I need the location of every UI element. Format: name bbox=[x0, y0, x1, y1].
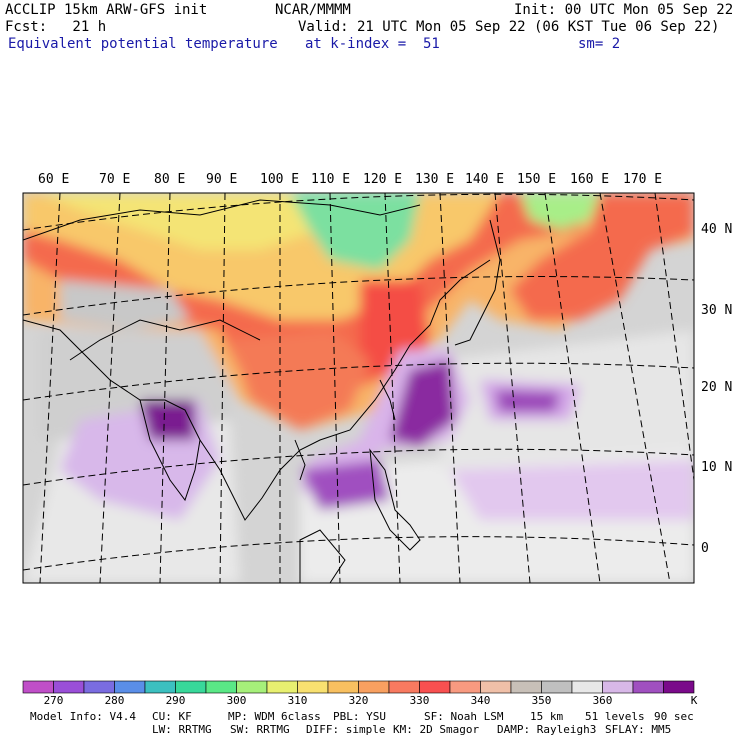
colorbar-label: 310 bbox=[287, 694, 308, 707]
coastlines bbox=[23, 199, 501, 583]
colorbar-swatch bbox=[53, 680, 85, 694]
footer-item: 51 levels bbox=[585, 710, 645, 723]
colorbar-swatch bbox=[388, 680, 420, 694]
theta-e-field bbox=[23, 193, 694, 583]
colorbar-swatch bbox=[480, 680, 512, 694]
lat-label: 0 bbox=[701, 541, 709, 556]
footer-item: LW: RRTMG bbox=[152, 723, 212, 736]
colorbar-swatch bbox=[236, 680, 268, 694]
footer-item: PBL: YSU bbox=[333, 710, 386, 723]
lon-label: 80 E bbox=[154, 172, 186, 187]
colorbar-swatch bbox=[358, 680, 390, 694]
colorbar-swatch bbox=[419, 680, 451, 694]
model-title: ACCLIP 15km ARW-GFS init bbox=[5, 2, 208, 18]
colorbar-swatch bbox=[175, 680, 207, 694]
footer-item: Model Info: V4.4 bbox=[30, 710, 136, 723]
colorbar-swatch bbox=[327, 680, 359, 694]
colorbar-label: 350 bbox=[531, 694, 552, 707]
lon-label: 140 E bbox=[465, 172, 505, 187]
lon-label: 160 E bbox=[570, 172, 610, 187]
smoothing-label: sm= 2 bbox=[578, 36, 621, 52]
footer-item: DIFF: simple bbox=[306, 723, 386, 736]
colorbar-swatch bbox=[266, 680, 298, 694]
lon-label: 110 E bbox=[311, 172, 351, 187]
map-frame bbox=[22, 192, 695, 584]
colorbar-label: 270 bbox=[43, 694, 64, 707]
lon-label: 90 E bbox=[206, 172, 238, 187]
footer-item: KM: 2D Smagor bbox=[393, 723, 480, 736]
field-name: Equivalent potential temperature bbox=[8, 36, 278, 52]
lon-label: 70 E bbox=[99, 172, 131, 187]
colorbar-swatch bbox=[449, 680, 481, 694]
lon-label: 60 E bbox=[38, 172, 70, 187]
footer-item: MP: WDM 6class bbox=[228, 710, 321, 723]
footer-item: SFLAY: MM5 bbox=[605, 723, 672, 736]
colorbar-swatch bbox=[297, 680, 329, 694]
lon-label: 100 E bbox=[260, 172, 300, 187]
colorbar-label: 320 bbox=[348, 694, 369, 707]
colorbar-swatch bbox=[663, 680, 695, 694]
colorbar-swatch bbox=[22, 680, 54, 694]
lon-label: 150 E bbox=[517, 172, 557, 187]
colorbar-label: 330 bbox=[409, 694, 430, 707]
colorbar-swatch bbox=[114, 680, 146, 694]
footer-item: SW: RRTMG bbox=[230, 723, 290, 736]
colorbar-label: 340 bbox=[470, 694, 491, 707]
colorbar-label: 360 bbox=[592, 694, 613, 707]
colorbar-swatch bbox=[83, 680, 115, 694]
graticule bbox=[23, 193, 694, 583]
forecast-hour: Fcst: 21 h bbox=[5, 19, 107, 35]
footer-item: 15 km bbox=[530, 710, 564, 723]
colorbar-swatch bbox=[602, 680, 634, 694]
init-time: Init: 00 UTC Mon 05 Sep 22 bbox=[514, 2, 734, 18]
lat-label: 40 N bbox=[701, 222, 733, 237]
footer-item: CU: KF bbox=[152, 710, 192, 723]
colorbar-swatch bbox=[632, 680, 664, 694]
colorbar-swatch bbox=[205, 680, 237, 694]
colorbar-label: 300 bbox=[226, 694, 247, 707]
footer-item: 90 sec bbox=[654, 710, 694, 723]
lat-label: 20 N bbox=[701, 380, 733, 395]
level-label: at k-index = 51 bbox=[305, 36, 440, 52]
colorbar-label: 290 bbox=[165, 694, 186, 707]
colorbar-label: K bbox=[690, 694, 698, 707]
valid-time: Valid: 21 UTC Mon 05 Sep 22 (06 KST Tue … bbox=[298, 19, 720, 35]
colorbar-swatch bbox=[541, 680, 573, 694]
lon-label: 170 E bbox=[623, 172, 663, 187]
footer-item: SF: Noah LSM bbox=[424, 710, 504, 723]
colorbar-swatch bbox=[144, 680, 176, 694]
colorbar-swatch bbox=[571, 680, 603, 694]
lon-label: 120 E bbox=[363, 172, 403, 187]
colorbar bbox=[22, 680, 695, 694]
colorbar-label: 280 bbox=[104, 694, 125, 707]
lat-label: 10 N bbox=[701, 460, 733, 475]
footer-item: DAMP: Rayleigh3 bbox=[497, 723, 597, 736]
lat-label: 30 N bbox=[701, 303, 733, 318]
colorbar-swatch bbox=[510, 680, 542, 694]
lon-label: 130 E bbox=[415, 172, 455, 187]
org-label: NCAR/MMMM bbox=[275, 2, 351, 18]
